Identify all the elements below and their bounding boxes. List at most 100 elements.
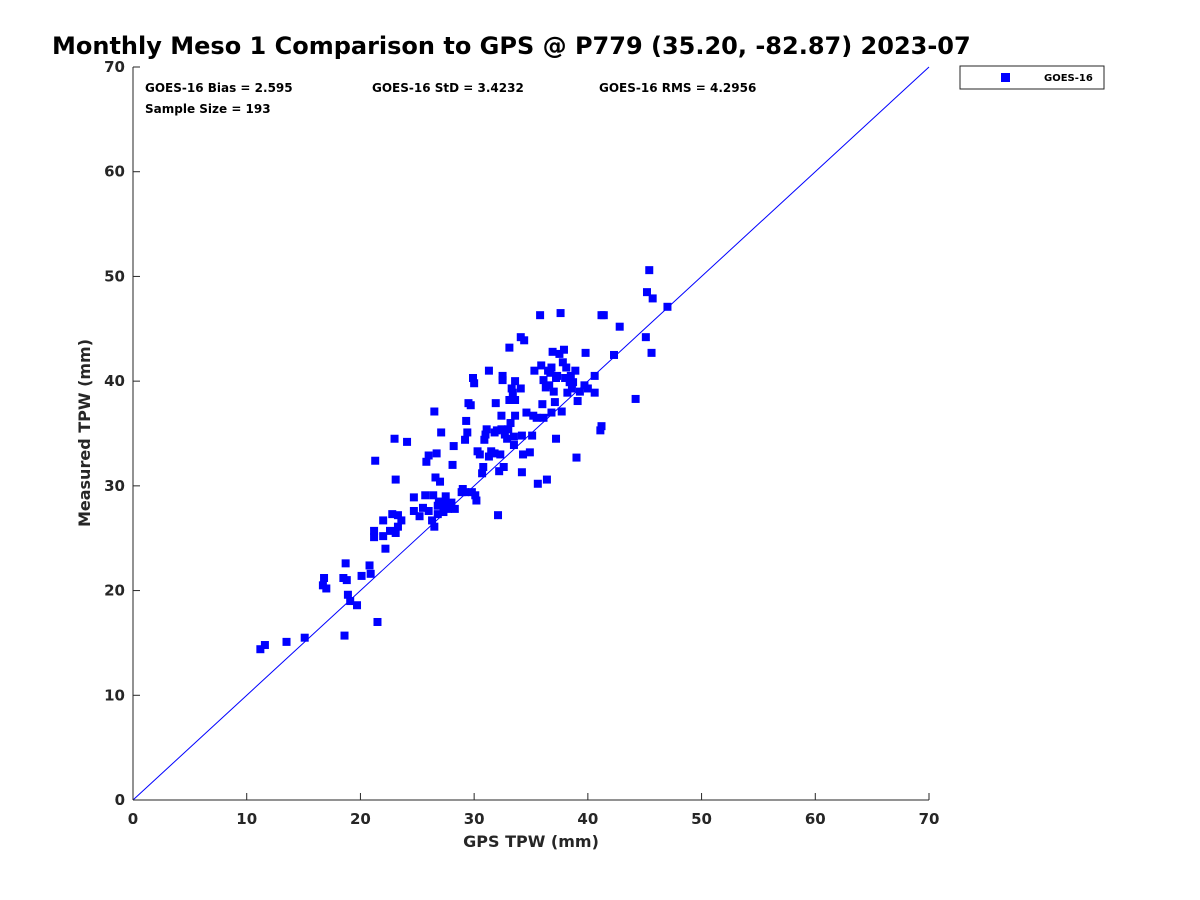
y-tick-label: 20	[104, 582, 125, 600]
data-point	[517, 468, 526, 477]
data-point	[256, 645, 265, 654]
data-point	[552, 434, 561, 443]
y-tick-label: 50	[104, 267, 125, 285]
data-point	[385, 526, 394, 535]
data-point	[495, 467, 504, 476]
data-point	[409, 506, 418, 515]
data-point	[381, 544, 390, 553]
data-point	[615, 322, 624, 331]
data-point	[379, 532, 388, 541]
data-point	[366, 569, 375, 578]
data-point	[471, 491, 480, 500]
data-point	[539, 413, 548, 422]
data-point	[497, 411, 506, 420]
data-point	[550, 398, 559, 407]
data-point	[415, 512, 424, 521]
data-point	[448, 460, 457, 469]
data-point	[422, 457, 431, 466]
legend: GOES-16	[959, 65, 1105, 90]
data-point	[546, 368, 555, 377]
legend-label-goes16: GOES-16	[1044, 73, 1093, 84]
x-tick-label: 10	[236, 810, 257, 828]
data-point	[509, 441, 518, 450]
y-axis-label: Measured TPW (mm)	[75, 339, 94, 527]
data-point	[300, 633, 309, 642]
data-point	[597, 422, 606, 431]
x-tick-label: 60	[805, 810, 826, 828]
data-point	[549, 387, 558, 396]
data-point	[519, 450, 528, 459]
chart-title: Monthly Meso 1 Comparison to GPS @ P779 …	[52, 32, 971, 60]
data-point	[536, 311, 545, 320]
data-point	[599, 311, 608, 320]
data-point	[610, 350, 619, 359]
data-point	[499, 463, 508, 472]
data-point	[558, 358, 567, 367]
data-point	[436, 477, 445, 486]
data-point	[409, 493, 418, 502]
y-tick-label: 60	[104, 163, 125, 181]
data-point	[497, 425, 506, 434]
data-point	[393, 511, 402, 520]
data-point	[370, 526, 379, 535]
data-point	[421, 491, 430, 500]
data-point	[511, 377, 520, 386]
data-point	[559, 345, 568, 354]
data-point	[572, 453, 581, 462]
data-point	[343, 590, 352, 599]
data-point	[648, 294, 657, 303]
sample-size-annotation: Sample Size = 193	[145, 102, 271, 116]
data-point	[260, 641, 269, 650]
data-point	[511, 411, 520, 420]
data-point	[548, 347, 557, 356]
data-point	[573, 397, 582, 406]
data-point	[320, 574, 329, 583]
data-point	[397, 516, 406, 525]
data-point	[547, 408, 556, 417]
data-point	[522, 408, 531, 417]
data-point	[424, 451, 433, 460]
data-point	[498, 376, 507, 385]
data-point	[346, 597, 355, 606]
data-point	[508, 388, 517, 397]
data-point	[596, 426, 605, 435]
data-point	[440, 498, 449, 507]
data-point	[439, 508, 448, 517]
data-point	[545, 381, 554, 390]
data-point	[562, 363, 571, 372]
data-point	[437, 428, 446, 437]
data-point	[480, 435, 489, 444]
data-point	[505, 343, 514, 352]
data-point	[461, 435, 470, 444]
data-point	[547, 363, 556, 372]
data-point	[647, 348, 656, 357]
data-point	[428, 516, 437, 525]
data-point	[449, 442, 458, 451]
data-point	[509, 432, 518, 441]
data-point	[500, 430, 509, 439]
data-point	[484, 452, 493, 461]
legend-box	[959, 65, 1105, 90]
data-point	[555, 349, 564, 358]
data-point	[581, 348, 590, 357]
data-point	[491, 399, 500, 408]
data-point	[503, 434, 512, 443]
data-point	[517, 431, 526, 440]
data-point	[365, 561, 374, 570]
data-point	[431, 473, 440, 482]
data-point	[563, 388, 572, 397]
x-tick-label: 20	[350, 810, 371, 828]
x-tick-label: 70	[919, 810, 940, 828]
x-tick-label: 30	[464, 810, 485, 828]
data-point	[516, 384, 525, 393]
data-point	[370, 533, 379, 542]
y-tick-label: 70	[104, 58, 125, 76]
data-point	[530, 366, 539, 375]
data-point	[393, 522, 402, 531]
data-point	[525, 448, 534, 457]
data-point	[631, 394, 640, 403]
data-point	[433, 510, 442, 519]
data-point	[537, 361, 546, 370]
data-point	[430, 407, 439, 416]
